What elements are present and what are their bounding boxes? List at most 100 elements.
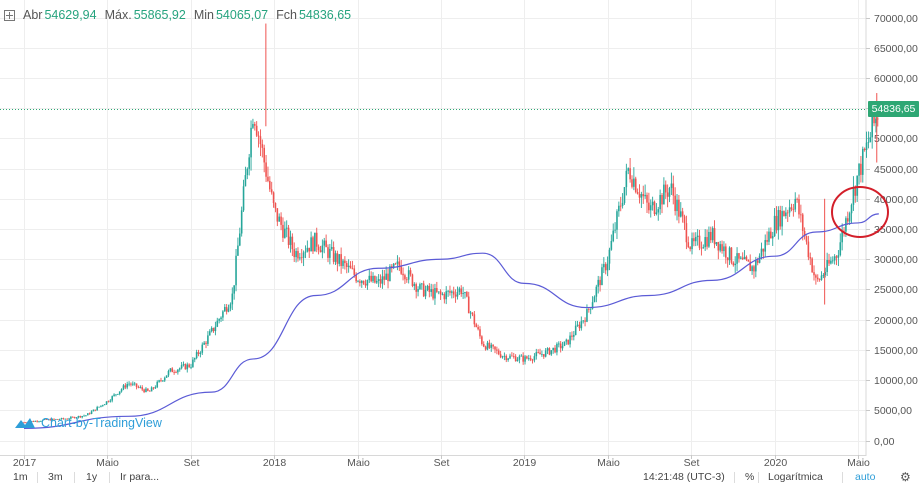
candle-body xyxy=(490,344,493,348)
candle-body xyxy=(588,308,590,310)
candle-body xyxy=(569,335,571,345)
candle-body xyxy=(706,237,708,247)
candle-body xyxy=(679,211,682,217)
range-1y-button[interactable]: 1y xyxy=(86,471,98,483)
candle-body xyxy=(178,368,181,370)
candle-body xyxy=(571,335,573,337)
candle-body xyxy=(387,273,389,282)
candle-body xyxy=(421,283,423,285)
candle-body xyxy=(798,199,800,215)
candle-body xyxy=(771,236,774,239)
candle-body xyxy=(188,364,190,367)
range-1m-button[interactable]: 1m xyxy=(13,471,28,483)
candle-body xyxy=(250,127,252,158)
candle-body xyxy=(745,256,748,260)
price-axis[interactable]: 70000,0065000,0060000,0055000,0050000,00… xyxy=(865,0,918,456)
candle-body xyxy=(873,116,875,124)
candle-body xyxy=(603,264,605,268)
time-axis[interactable]: 2017 Maio Set 2018 Maio Set 2019 Maio Set 2020 Mai… xyxy=(0,455,870,469)
candle-body xyxy=(696,235,699,237)
time-tick-label: Maio xyxy=(347,457,370,469)
candle-body xyxy=(353,268,356,275)
candle-body xyxy=(143,389,145,393)
candle-body xyxy=(400,265,402,274)
candle-body xyxy=(130,383,132,385)
candle-body xyxy=(240,210,243,234)
candle-body xyxy=(713,228,716,245)
candle-body xyxy=(379,279,382,284)
candle-body xyxy=(828,260,830,264)
candle-body xyxy=(107,401,110,403)
candle-body xyxy=(580,321,583,329)
candle-body xyxy=(546,348,549,351)
candle-body xyxy=(426,285,429,290)
candle-body xyxy=(561,345,564,349)
price-tick-label: 35000,00 xyxy=(874,224,918,236)
log-scale-button[interactable]: Logarítmica xyxy=(768,471,823,483)
candle-body xyxy=(411,274,414,286)
candle-body xyxy=(563,341,566,346)
candle-body xyxy=(574,325,577,335)
candle-body xyxy=(79,416,82,418)
candle-body xyxy=(92,409,95,412)
ohlc-legend: Abr 54629,94 Máx. 55865,92 Min 54065,07 … xyxy=(4,6,359,24)
range-3m-button[interactable]: 3m xyxy=(48,471,63,483)
tradingview-watermark[interactable]: Chart-by-TradingView xyxy=(14,416,162,430)
candle-body xyxy=(749,261,752,272)
candle-body xyxy=(777,210,780,231)
candle-body xyxy=(573,334,575,337)
candle-body xyxy=(148,390,151,392)
crosshair-icon[interactable] xyxy=(4,9,15,21)
price-tick-label: 50000,00 xyxy=(874,133,918,145)
candle-body xyxy=(147,388,149,391)
candle-body xyxy=(533,356,536,361)
candle-body xyxy=(775,215,778,231)
candle-body xyxy=(811,258,813,273)
candle-body xyxy=(601,267,603,286)
percent-scale-button[interactable]: % xyxy=(745,471,755,483)
candle-body xyxy=(764,240,767,252)
candle-body xyxy=(614,229,616,231)
candle-body xyxy=(312,237,314,252)
candle-body xyxy=(377,279,380,281)
low-label: Min xyxy=(193,8,214,22)
candle-body xyxy=(299,257,301,259)
candle-body xyxy=(68,418,70,420)
candle-body xyxy=(471,312,474,315)
candle-body xyxy=(558,343,560,345)
moving-average-line xyxy=(23,213,879,430)
candle-body xyxy=(595,286,598,297)
candle-body xyxy=(801,214,804,231)
candle-body xyxy=(208,331,211,336)
candle-body xyxy=(657,209,660,213)
candle-body xyxy=(55,419,57,420)
candle-body xyxy=(126,384,129,388)
time-tick-label: 2017 xyxy=(13,457,37,469)
candle-body xyxy=(848,213,851,222)
candle-body xyxy=(694,236,697,242)
candle-body xyxy=(732,262,735,266)
candle-body xyxy=(261,144,264,148)
candle-body xyxy=(389,266,391,282)
candle-body xyxy=(357,281,359,283)
candle-body xyxy=(599,279,601,286)
candle-body xyxy=(619,205,622,207)
price-tick-label: 15000,00 xyxy=(874,345,918,357)
candle-body xyxy=(464,292,466,294)
candle-body xyxy=(417,288,419,292)
candle-body xyxy=(627,168,630,171)
auto-scale-button[interactable]: auto xyxy=(855,471,876,483)
gear-icon[interactable]: ⚙ xyxy=(900,470,911,484)
candle-body xyxy=(462,293,464,295)
candle-body xyxy=(118,391,121,394)
candle-body xyxy=(359,281,361,283)
candle-body xyxy=(212,327,215,332)
candle-body xyxy=(242,186,245,211)
candle-body xyxy=(618,205,620,212)
candle-body xyxy=(466,292,468,297)
candle-body xyxy=(755,260,757,272)
candle-body xyxy=(222,311,224,318)
goto-date-button[interactable]: Ir para... xyxy=(120,471,160,483)
candle-body xyxy=(244,175,247,187)
